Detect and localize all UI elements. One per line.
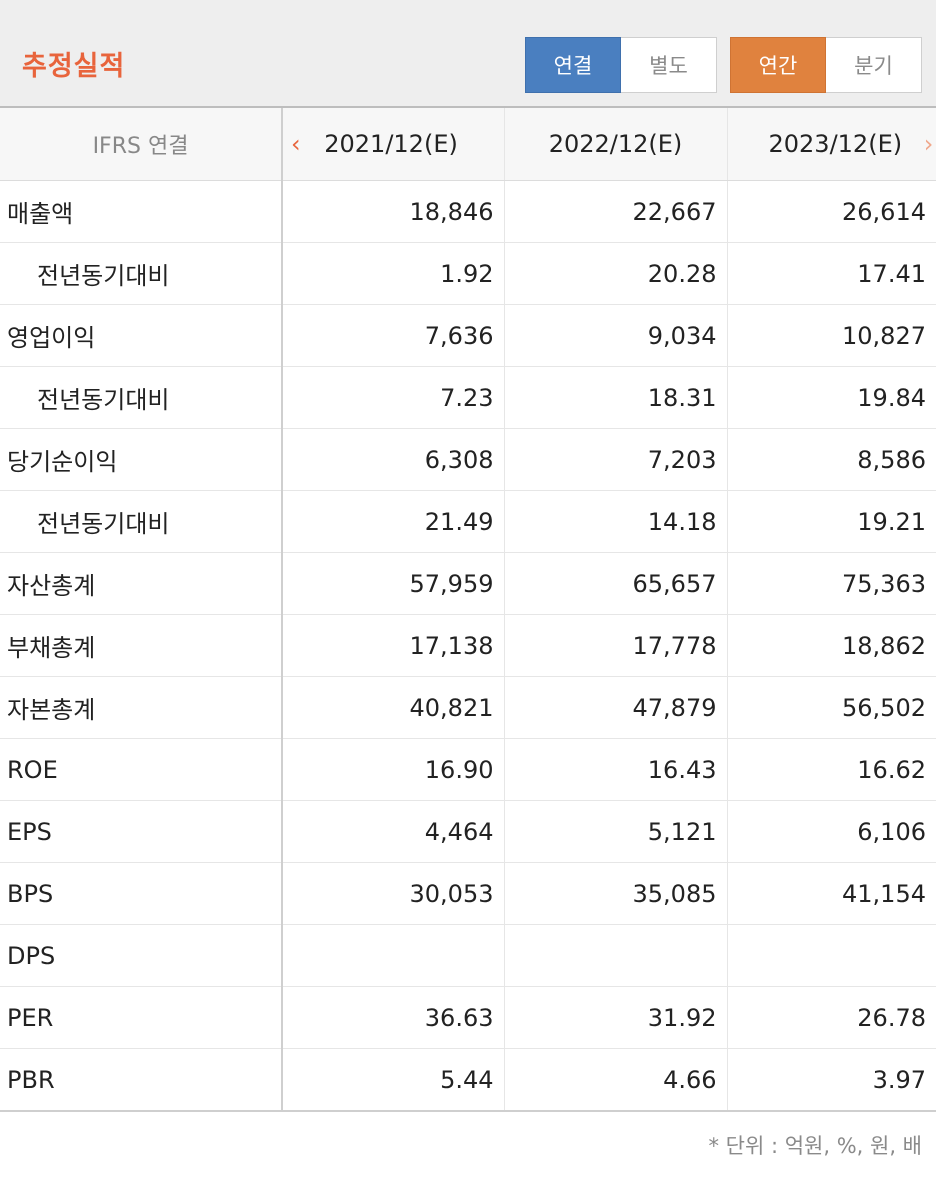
table-cell: 9,034 — [504, 304, 728, 367]
column-header-1: 2022/12(E) — [504, 108, 728, 181]
table-cell: 26.78 — [727, 986, 936, 1049]
table-header-row: IFRS 연결 ‹ 2021/12(E) 2022/12(E) 2023/12(… — [0, 108, 936, 181]
row-label: 당기순이익 — [0, 428, 283, 491]
table-cell — [504, 924, 728, 987]
table-cell: 6,106 — [727, 800, 936, 863]
annual-button[interactable]: 연간 — [730, 37, 826, 93]
period-toggle: 연간 분기 — [730, 37, 922, 95]
table-cell: 17.41 — [727, 242, 936, 305]
table-cell: 18,846 — [282, 180, 505, 243]
table-row: 부채총계 17,138 17,778 18,862 — [0, 614, 936, 677]
table-cell: 8,586 — [727, 428, 936, 491]
row-label: 전년동기대비 — [0, 366, 283, 429]
row-label: ROE — [0, 738, 283, 801]
table-row: 전년동기대비 1.92 20.28 17.41 — [0, 242, 936, 305]
table-cell: 7,636 — [282, 304, 505, 367]
table-cell: 17,778 — [504, 614, 728, 677]
table-cell: 40,821 — [282, 676, 505, 739]
table-cell: 16.62 — [727, 738, 936, 801]
quarterly-button[interactable]: 분기 — [826, 37, 922, 93]
ifrs-header: IFRS 연결 — [0, 108, 283, 181]
table-cell: 20.28 — [504, 242, 728, 305]
column-header-label: 2023/12(E) — [768, 130, 903, 158]
separate-button[interactable]: 별도 — [621, 37, 717, 93]
table-cell: 18.31 — [504, 366, 728, 429]
row-label: 영업이익 — [0, 304, 283, 367]
table-cell: 21.49 — [282, 490, 505, 553]
table-row: 전년동기대비 7.23 18.31 19.84 — [0, 366, 936, 429]
estimates-table: IFRS 연결 ‹ 2021/12(E) 2022/12(E) 2023/12(… — [0, 108, 936, 1112]
table-cell: 5,121 — [504, 800, 728, 863]
row-label: 매출액 — [0, 180, 283, 243]
table-row: EPS 4,464 5,121 6,106 — [0, 800, 936, 863]
row-label: 자본총계 — [0, 676, 283, 739]
table-cell — [282, 924, 505, 987]
chevron-left-icon[interactable]: ‹ — [291, 130, 301, 158]
table-cell: 1.92 — [282, 242, 505, 305]
table-cell: 4,464 — [282, 800, 505, 863]
table-cell: 16.43 — [504, 738, 728, 801]
table-cell: 4.66 — [504, 1048, 728, 1112]
row-label: BPS — [0, 862, 283, 925]
table-cell: 26,614 — [727, 180, 936, 243]
row-label: 전년동기대비 — [0, 242, 283, 305]
table-row: DPS — [0, 924, 936, 987]
table-cell: 17,138 — [282, 614, 505, 677]
table-row: BPS 30,053 35,085 41,154 — [0, 862, 936, 925]
table-cell: 30,053 — [282, 862, 505, 925]
table-cell — [727, 924, 936, 987]
table-cell: 6,308 — [282, 428, 505, 491]
table-cell: 3.97 — [727, 1048, 936, 1112]
row-label: PBR — [0, 1048, 283, 1112]
table-row: ROE 16.90 16.43 16.62 — [0, 738, 936, 801]
table-body: 매출액 18,846 22,667 26,614 전년동기대비 1.92 20.28 17.4… — [0, 180, 936, 1112]
row-label: 전년동기대비 — [0, 490, 283, 553]
row-label: 부채총계 — [0, 614, 283, 677]
column-header-0: ‹ 2021/12(E) — [282, 108, 505, 181]
table-cell: 22,667 — [504, 180, 728, 243]
header-bar: 추정실적 연결 별도 연간 분기 — [0, 0, 936, 108]
table-row: 자산총계 57,959 65,657 75,363 — [0, 552, 936, 615]
table-row: 자본총계 40,821 47,879 56,502 — [0, 676, 936, 739]
table-row: 당기순이익 6,308 7,203 8,586 — [0, 428, 936, 491]
table-row: PER 36.63 31.92 26.78 — [0, 986, 936, 1049]
table-cell: 31.92 — [504, 986, 728, 1049]
table-row: PBR 5.44 4.66 3.97 — [0, 1048, 936, 1112]
row-label: PER — [0, 986, 283, 1049]
chevron-right-icon[interactable]: › — [923, 130, 934, 158]
consolidated-button[interactable]: 연결 — [525, 37, 621, 93]
table-cell: 16.90 — [282, 738, 505, 801]
table-cell: 19.84 — [727, 366, 936, 429]
table-cell: 7.23 — [282, 366, 505, 429]
column-header-2: 2023/12(E) › — [727, 108, 936, 181]
table-cell: 56,502 — [727, 676, 936, 739]
table-row: 전년동기대비 21.49 14.18 19.21 — [0, 490, 936, 553]
consolidation-toggle: 연결 별도 — [525, 37, 717, 95]
row-label: 자산총계 — [0, 552, 283, 615]
row-label: EPS — [0, 800, 283, 863]
table-cell: 65,657 — [504, 552, 728, 615]
table-cell: 75,363 — [727, 552, 936, 615]
unit-footnote: * 단위 : 억원, %, 원, 배 — [708, 1134, 922, 1158]
table-cell: 18,862 — [727, 614, 936, 677]
table-cell: 47,879 — [504, 676, 728, 739]
table-cell: 41,154 — [727, 862, 936, 925]
table-row: 매출액 18,846 22,667 26,614 — [0, 180, 936, 243]
table-cell: 5.44 — [282, 1048, 505, 1112]
table-cell: 10,827 — [727, 304, 936, 367]
table-cell: 7,203 — [504, 428, 728, 491]
table-cell: 14.18 — [504, 490, 728, 553]
table-cell: 36.63 — [282, 986, 505, 1049]
table-row: 영업이익 7,636 9,034 10,827 — [0, 304, 936, 367]
section-title: 추정실적 — [22, 51, 126, 82]
table-cell: 35,085 — [504, 862, 728, 925]
column-header-label: 2021/12(E) — [324, 130, 458, 158]
row-label: DPS — [0, 924, 283, 987]
table-cell: 57,959 — [282, 552, 505, 615]
table-cell: 19.21 — [727, 490, 936, 553]
